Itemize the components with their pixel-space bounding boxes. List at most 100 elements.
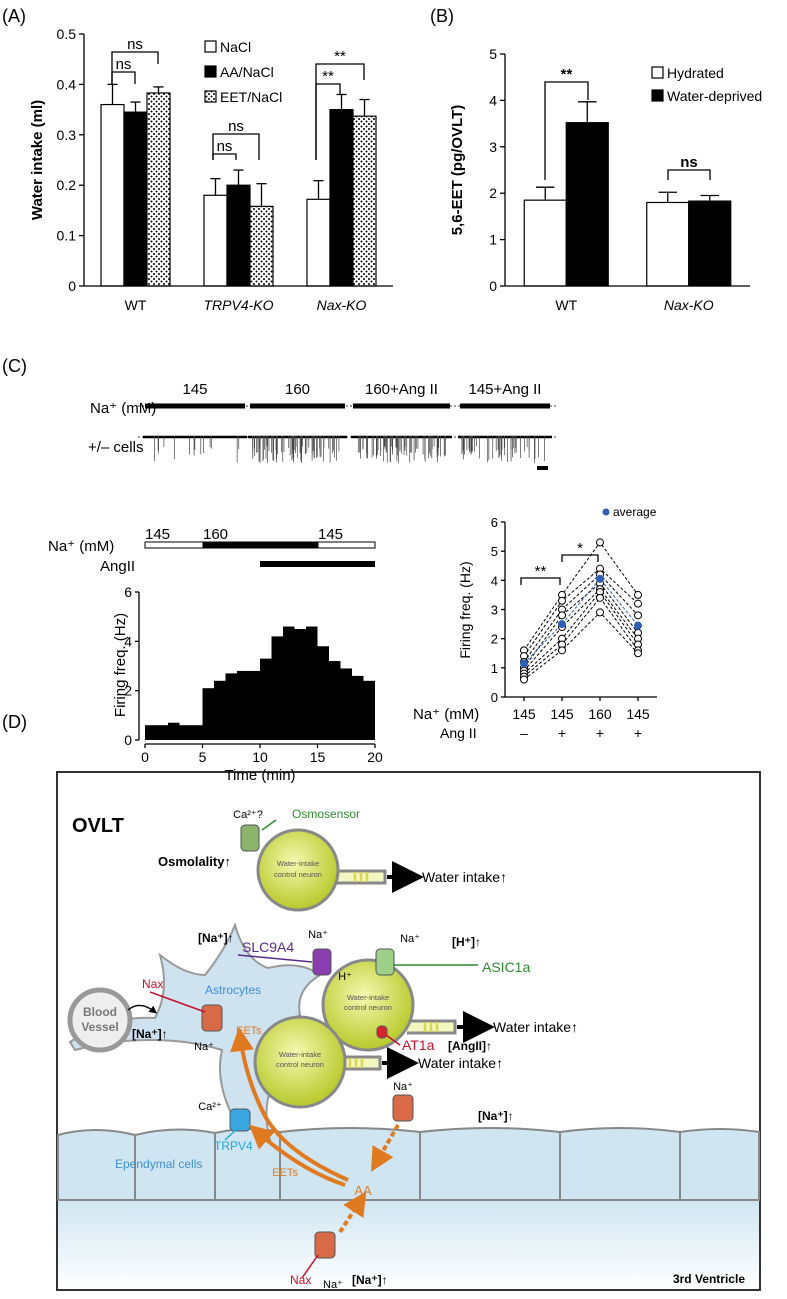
point: [558, 646, 566, 655]
diagram-label: [Na⁺]↑: [478, 1109, 514, 1123]
histogram-bar: [317, 646, 329, 740]
y-tick-label: 0.2: [57, 177, 77, 193]
legend-label: NaCl: [220, 39, 251, 55]
bar: [565, 122, 609, 287]
diagram-label: EETs: [272, 1167, 298, 1179]
bracket: [315, 83, 341, 160]
diagram-label: Ca²⁺: [198, 1101, 222, 1113]
legend-label: Hydrated: [667, 65, 724, 81]
diagram-label: Na⁺: [393, 1081, 413, 1093]
legend-swatch: [204, 65, 217, 78]
diagram-label: AT1a: [402, 1037, 435, 1053]
arrow: [127, 1004, 158, 1014]
diagram-label: Water intake↑: [493, 1019, 578, 1035]
diagram-label: SLC9A4: [242, 939, 294, 955]
ventricle: [58, 1198, 759, 1289]
x-tick-label: +: [596, 725, 604, 741]
y-tick-label: 3: [491, 603, 498, 618]
diagram-label: TRPV4: [214, 1139, 253, 1153]
bar: [523, 199, 567, 287]
point: [558, 611, 566, 620]
histogram-bar: [283, 626, 295, 740]
point: [520, 675, 528, 684]
y-tick-label: 0: [489, 278, 497, 294]
diagram-label: [H⁺]↑: [452, 935, 481, 949]
series-line: [523, 588, 639, 672]
asic1a: [375, 948, 395, 976]
series-line: [523, 582, 639, 669]
x-axis-label: Na⁺ (mM): [413, 706, 479, 723]
leader: [149, 991, 206, 1013]
annotation: ns: [217, 138, 233, 155]
leader: [237, 954, 313, 963]
legend-swatch: [204, 40, 217, 53]
annotation: **: [334, 48, 346, 65]
condition-label: 160+Ang II: [365, 381, 438, 398]
point: [634, 649, 642, 658]
neuron: [253, 1015, 347, 1109]
y-axis-label: 5,6-EET (pg/OVLT): [449, 105, 466, 236]
y-axis-label: Firing freq. (Hz): [457, 561, 473, 658]
eets-arrow: [249, 1124, 346, 1187]
y-tick-label: 2: [491, 632, 498, 647]
panel-label: (D): [2, 712, 27, 732]
leader: [301, 1254, 319, 1279]
x-tick-label: WT: [555, 297, 577, 313]
histogram-bar: [294, 629, 306, 740]
bar: [306, 198, 331, 287]
trace-label: Na⁺ (mM): [90, 400, 156, 417]
series-line: [523, 573, 639, 663]
diagram-label: Na⁺: [194, 1041, 214, 1053]
legend-label: AA/NaCl: [220, 64, 274, 80]
histogram-bar: [145, 725, 157, 740]
blood-vessel: [67, 987, 133, 1053]
y-tick-label: 1: [491, 661, 498, 676]
point: [634, 599, 642, 608]
diagram-label: [AngII]↑: [448, 1039, 492, 1053]
y-tick-label: 1: [489, 232, 497, 248]
annotation: **: [561, 66, 573, 83]
histogram-bar: [248, 670, 260, 740]
condition-label: 145: [182, 381, 207, 398]
condition-label: 160: [285, 381, 310, 398]
y-tick-label: 0.1: [57, 228, 77, 244]
diagram-label: [Na⁺]↑: [198, 931, 234, 945]
series-line: [523, 597, 639, 677]
histogram-bar: [214, 680, 226, 740]
point: [596, 608, 604, 617]
cell-borders: [134, 1132, 681, 1200]
leader: [385, 1034, 401, 1046]
legend-label: EET/NaCl: [220, 89, 282, 105]
annotation: **: [322, 68, 334, 85]
ependymal-layer: [57, 1127, 760, 1201]
y-tick-label: 4: [489, 92, 497, 108]
slc9a4: [312, 948, 332, 976]
nax-channel: [201, 1004, 223, 1032]
trpv4: [229, 1108, 251, 1132]
legend-swatch: [651, 89, 664, 102]
bar: [203, 194, 228, 287]
diagram-label: EETs: [236, 1025, 262, 1037]
x-tick-label: 20: [367, 749, 383, 765]
drug-bar: [260, 561, 375, 567]
series-line: [523, 611, 639, 680]
diagram-label: Astrocytes: [205, 983, 261, 997]
annotation: ns: [228, 118, 244, 135]
y-tick-label: 4: [124, 633, 132, 649]
diagram-label: Water-intake: [277, 859, 319, 868]
diagram-label: ASIC1a: [482, 959, 530, 975]
panel-label: (A): [2, 6, 26, 26]
diagram-label: [Na⁺]↑: [132, 1027, 168, 1041]
protocol-bar: [317, 541, 376, 549]
histogram-bar: [179, 725, 191, 740]
bar: [123, 111, 148, 287]
diagram-label: Osmosensor: [292, 807, 360, 821]
point: [596, 574, 604, 583]
protocol-label: AngII: [100, 558, 135, 575]
point: [634, 590, 642, 599]
point: [634, 621, 642, 630]
y-tick-label: 6: [124, 584, 132, 600]
y-tick-label: 6: [491, 515, 498, 530]
x-tick-label: 145: [550, 706, 574, 722]
histogram-bar: [329, 661, 341, 740]
